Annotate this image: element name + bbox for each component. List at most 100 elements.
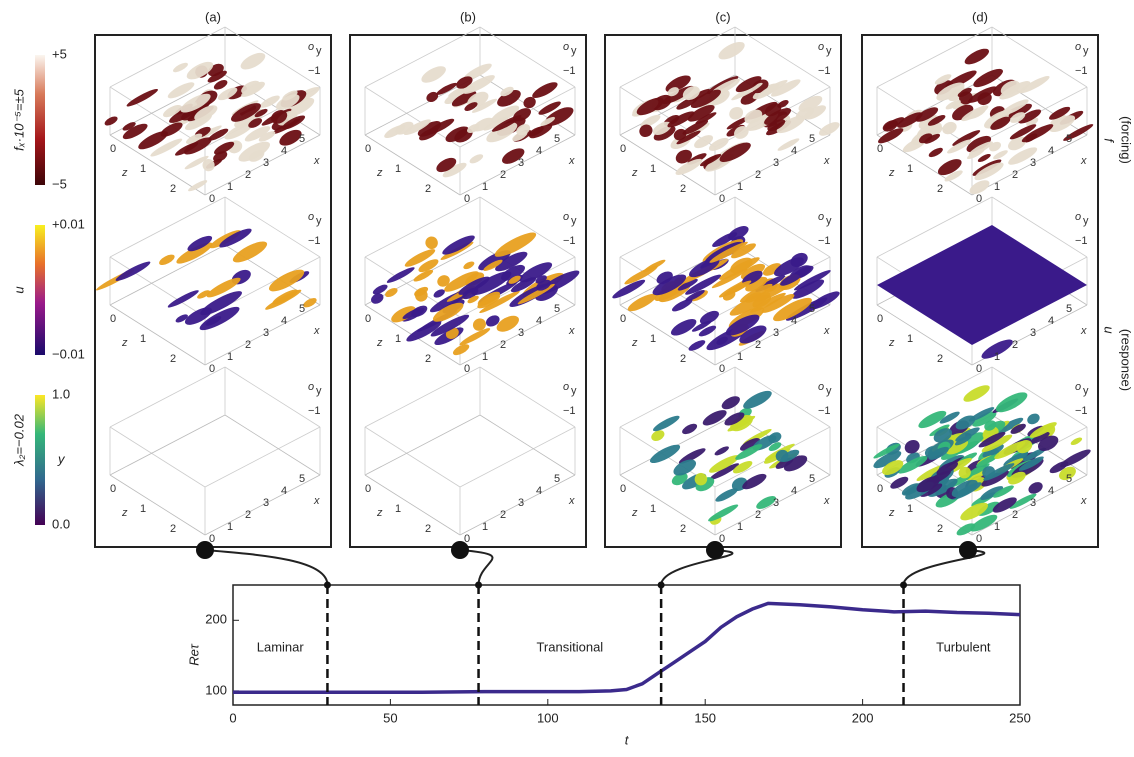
structure (442, 235, 475, 255)
y-tick: −1 (818, 405, 831, 417)
structure (479, 290, 520, 314)
x-tick: 5 (554, 133, 560, 145)
structure (167, 290, 199, 308)
structure (709, 241, 748, 263)
structure (918, 133, 933, 144)
cube-edge (619, 474, 716, 536)
connector-dot (900, 581, 908, 589)
structure (804, 105, 827, 120)
colorbar-label: fₓ·10⁻⁵=±5 (11, 88, 26, 150)
structure (652, 415, 680, 432)
cube-edge (619, 26, 736, 88)
structure (197, 290, 211, 299)
x-tick: 5 (1066, 473, 1072, 485)
structure (240, 52, 266, 70)
structure (968, 86, 997, 103)
cube-edge (364, 134, 461, 196)
structure (726, 116, 750, 130)
z-axis-label: z (631, 507, 638, 519)
structure (652, 121, 672, 136)
structure (186, 133, 203, 144)
structure (677, 278, 698, 291)
structure (540, 116, 555, 126)
colorbar-label: u (11, 286, 26, 293)
cube-edge (109, 366, 226, 428)
structure (1049, 461, 1069, 474)
connector-dot (475, 581, 483, 589)
cube-edge (224, 26, 321, 88)
structure (973, 68, 1003, 88)
structure (254, 108, 268, 118)
structure (928, 147, 943, 158)
structure (1026, 117, 1039, 127)
structure (138, 131, 168, 150)
structure (385, 288, 398, 298)
cube-edge (204, 474, 321, 536)
structure (734, 126, 749, 139)
x-axis-label: x (823, 325, 830, 337)
x-axis-label: x (568, 325, 575, 337)
x-tick: 2 (500, 509, 506, 521)
structure (671, 298, 693, 312)
structure (200, 291, 242, 316)
structure (418, 259, 439, 273)
structure (486, 122, 518, 143)
structure (739, 325, 767, 344)
structure (224, 121, 254, 140)
structure (485, 315, 500, 327)
structure (199, 306, 240, 331)
structure (433, 289, 445, 298)
structure (780, 449, 800, 462)
structure (406, 321, 442, 342)
z-tick: 1 (140, 163, 146, 175)
structure (1018, 456, 1044, 471)
structure (472, 318, 486, 331)
structure (961, 105, 989, 122)
x-tick: 4 (1048, 315, 1054, 327)
structure (425, 236, 438, 250)
x-tick: 1 (737, 521, 743, 533)
structure (1016, 439, 1033, 454)
structure (436, 157, 457, 173)
z-tick: 0 (620, 313, 626, 325)
structure (783, 455, 808, 472)
structure (777, 100, 789, 108)
structure (673, 459, 697, 476)
structure (960, 502, 988, 521)
structure (724, 280, 752, 296)
x-tick: 1 (737, 181, 743, 193)
structure (463, 261, 475, 270)
x-tick: 3 (773, 327, 779, 339)
y-axis-sub: y (826, 215, 832, 227)
cube-edge (971, 134, 1088, 196)
colorbar-max: +0.01 (52, 216, 85, 231)
x-tick-label: 150 (694, 710, 716, 725)
z-axis-label: z (121, 507, 128, 519)
structure (699, 94, 725, 110)
structure (688, 340, 706, 351)
connector-dot (323, 581, 331, 589)
structure (639, 124, 653, 138)
structure (184, 155, 209, 170)
z-tick: 0 (365, 313, 371, 325)
x-tick: 2 (500, 169, 506, 181)
y-axis-sub: y (316, 45, 322, 57)
cube-edge (619, 366, 736, 428)
structure (963, 385, 990, 402)
connector-dot (451, 541, 469, 559)
structure (414, 286, 429, 297)
connector (459, 549, 494, 586)
x-tick: 1 (737, 351, 743, 363)
cube-edge (224, 74, 321, 136)
connector-dot (196, 541, 214, 559)
structure (725, 314, 760, 336)
cube-edge (109, 426, 206, 488)
x-tick: 0 (976, 193, 982, 205)
x-tick: 0 (464, 363, 470, 375)
cube-edge (991, 26, 1088, 88)
structure (1027, 413, 1040, 425)
x-tick: 0 (209, 193, 215, 205)
structure (445, 126, 469, 143)
x-tick: 0 (719, 193, 725, 205)
cube-edge (224, 414, 321, 476)
